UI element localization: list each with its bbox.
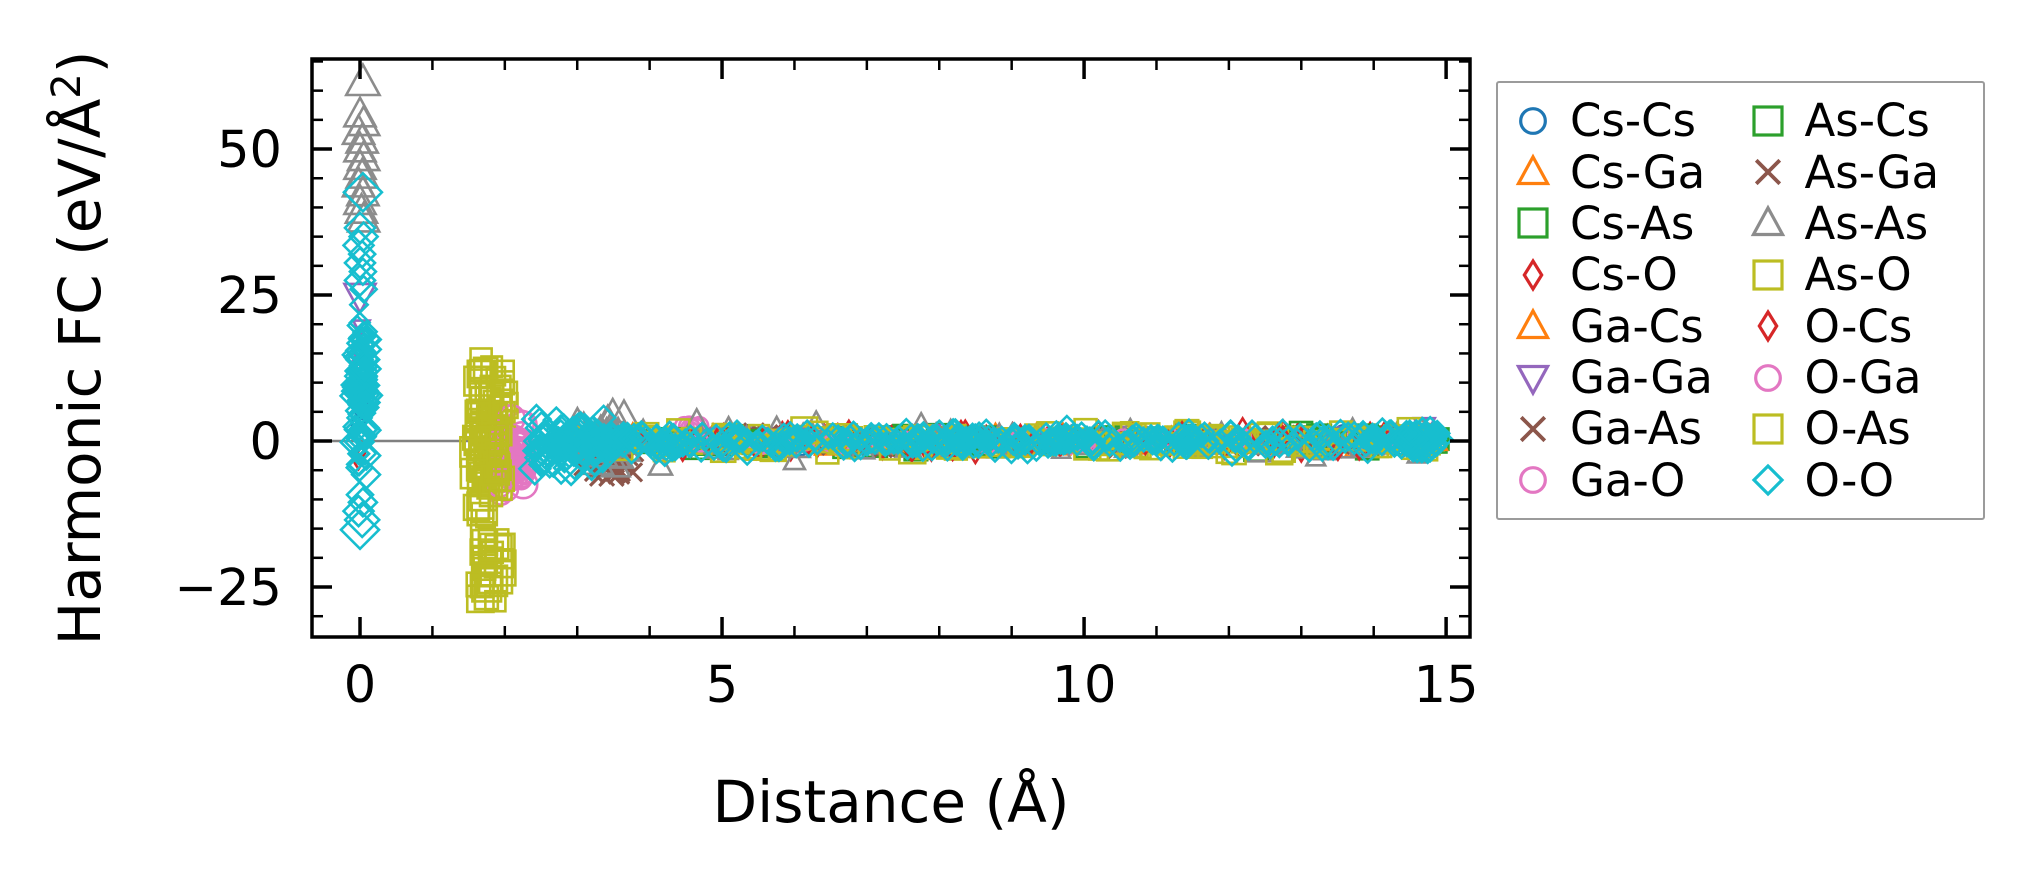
legend-item-label: Ga-Ga [1570,351,1713,405]
triangle-up-marker-icon [1515,153,1551,186]
legend-item-o-ga: O-Ga [1745,352,1980,403]
legend-item-label: As-As [1804,196,1929,250]
axes-frame [310,57,1472,639]
legend-item-label: Ga-As [1570,402,1702,456]
legend-item-ga-o: Ga-O [1510,455,1745,506]
tick-layer [312,59,1470,637]
legend-item-as-o: As-O [1745,249,1980,300]
y-tick-label: 50 [217,121,282,180]
y-tick-label: −25 [174,559,282,618]
series-layer [338,61,1455,614]
legend-item-label: Ga-O [1570,453,1686,507]
legend-item-ga-cs: Ga-Cs [1510,301,1745,352]
legend-item-cs-ga: Cs-Ga [1510,147,1745,198]
legend-item-label: As-Cs [1804,94,1930,148]
thin-diamond-marker-icon [1756,309,1779,344]
legend-item-label: Cs-Ga [1570,145,1706,199]
y-tick-label: 0 [250,413,282,472]
legend-item-cs-cs: Cs-Cs [1510,95,1745,146]
tick-label-layer: 0 5 10 15 −25 0 25 50 [174,121,1478,715]
triangle-up-marker-icon [1515,307,1551,340]
y-tick-label: 25 [217,267,282,326]
plot-area [312,59,1470,637]
legend-item-cs-o: Cs-O [1510,249,1745,300]
legend-item-ga-ga: Ga-Ga [1510,352,1745,403]
legend-item-as-ga: As-Ga [1745,147,1980,198]
diamond-marker-icon [1751,464,1784,497]
square-marker-icon [1751,259,1784,291]
x-tick-label: 10 [1052,656,1117,715]
square-marker-icon [1751,413,1784,445]
x-marker-icon [1519,415,1547,443]
triangle-up-marker-icon [1750,204,1785,237]
legend-item-o-cs: O-Cs [1745,301,1980,352]
x-axis-label: Distance (Å) [713,767,1070,836]
x-marker-icon [1754,158,1781,186]
legend-item-as-as: As-As [1745,198,1980,249]
circle-marker-icon [1753,363,1782,392]
legend-item-cs-as: Cs-As [1510,198,1745,249]
legend-item-label: As-O [1804,248,1912,302]
square-marker-icon [1517,207,1549,240]
legend-item-ga-as: Ga-As [1510,403,1745,454]
legend-box: Cs-Cs Cs-Ga Cs-As Cs-O Ga-Cs Ga-Ga Ga-As Ga-O As… [1496,81,1985,520]
legend-item-label: As-Ga [1804,145,1940,199]
legend-item-label: O-O [1804,453,1895,507]
triangle-down-marker-icon [1515,364,1551,397]
legend-item-label: Cs-Cs [1570,94,1696,148]
series-o-o-markers [338,171,1455,551]
y-axis-label: Harmonic FC (eV/Å2) [44,51,114,646]
square-marker-icon [1751,105,1784,137]
legend-item-as-cs: As-Cs [1745,95,1980,146]
legend-item-o-o: O-O [1745,455,1980,506]
thin-diamond-marker-icon [1522,257,1544,292]
circle-marker-icon [1519,106,1547,135]
legend-item-label: Cs-As [1570,196,1695,250]
legend-item-o-as: O-As [1745,403,1980,454]
legend-item-label: Ga-Cs [1570,299,1704,353]
legend-item-label: O-As [1804,402,1911,456]
x-tick-label: 5 [706,656,738,715]
legend-item-label: O-Cs [1804,299,1913,353]
legend-item-label: Cs-O [1570,248,1678,302]
circle-marker-icon [1519,466,1547,495]
legend-item-label: O-Ga [1804,351,1922,405]
x-tick-label: 0 [344,656,376,715]
x-tick-label: 15 [1414,656,1479,715]
